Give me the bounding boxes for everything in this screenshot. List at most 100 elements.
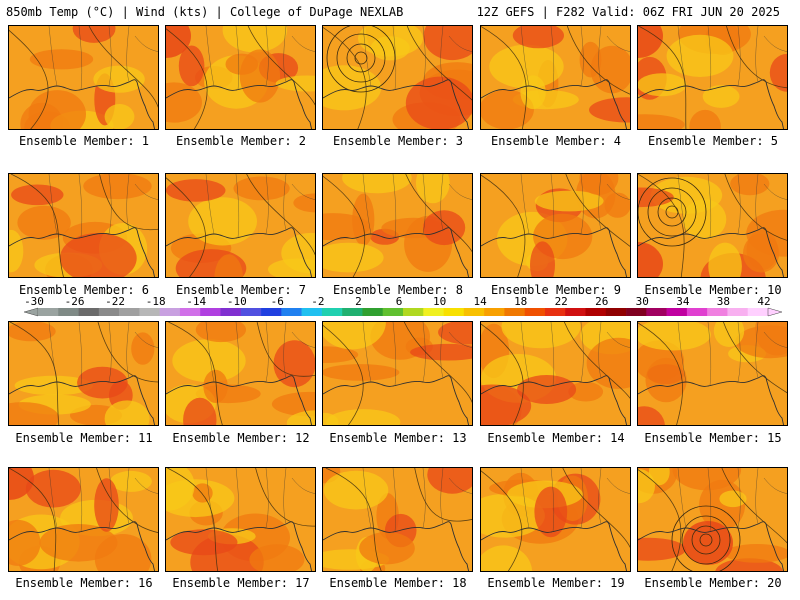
- state-boundary: [677, 26, 687, 87]
- ensemble-member-map: [637, 173, 788, 278]
- state-boundary: [737, 468, 741, 529]
- temperature-blob: [534, 190, 604, 212]
- coastline: [166, 375, 313, 425]
- temperature-blob: [166, 179, 226, 202]
- height-contour: [481, 468, 630, 571]
- colorbar-swatch: [565, 308, 586, 316]
- temperature-blob: [77, 366, 128, 399]
- ensemble-member-map: [8, 467, 159, 572]
- state-boundary: [283, 174, 287, 231]
- ensemble-member-map: [480, 467, 631, 572]
- state-boundary: [422, 322, 426, 383]
- height-contour: [481, 174, 630, 277]
- temperature-field: [481, 26, 630, 129]
- coastline: [323, 227, 470, 277]
- state-boundary: [606, 331, 630, 348]
- temperature-blob: [517, 375, 577, 404]
- temperature-blob: [9, 322, 56, 342]
- state-boundary: [755, 322, 759, 379]
- temperature-field: [638, 468, 787, 571]
- colorbar-swatch: [484, 308, 505, 316]
- state-boundary: [108, 174, 112, 235]
- temperature-field: [481, 322, 630, 425]
- height-contour: [167, 468, 315, 571]
- state-boundary: [550, 174, 555, 239]
- state-boundary: [392, 468, 397, 533]
- state-boundary: [520, 174, 530, 235]
- temperature-blob: [579, 174, 619, 195]
- temperature-blob: [638, 187, 674, 208]
- state-boundary: [134, 331, 158, 348]
- temperature-blob: [638, 73, 687, 97]
- coastline: [481, 375, 628, 425]
- ensemble-member-label: Ensemble Member: 13: [329, 431, 467, 445]
- colorbar-swatch: [626, 308, 647, 316]
- colorbar-tick-label: -22: [105, 296, 125, 308]
- state-boundary: [392, 174, 397, 239]
- state-boundary: [235, 26, 240, 91]
- coastline: [9, 227, 156, 277]
- colorbar-swatch: [666, 308, 688, 316]
- temperature-field: [323, 468, 472, 571]
- colorbar-tick-label: 42: [757, 296, 770, 308]
- ensemble-member-label: Ensemble Member: 17: [172, 576, 310, 590]
- height-contour: [166, 174, 315, 277]
- height-contour: [323, 322, 472, 425]
- colorbar-swatch: [443, 308, 465, 316]
- state-boundary: [108, 468, 112, 529]
- state-boundary: [283, 26, 287, 83]
- ensemble-member-label: Ensemble Member: 4: [490, 134, 622, 148]
- temperature-blob: [17, 205, 71, 240]
- colorbar-swatch: [179, 308, 201, 316]
- state-boundary: [265, 468, 269, 529]
- coastline: [481, 227, 628, 277]
- colorbar-tick-label: -6: [271, 296, 284, 308]
- state-boundary: [440, 468, 444, 525]
- state-boundary: [205, 174, 215, 235]
- ensemble-member-label: Ensemble Member: 9: [490, 283, 622, 297]
- state-boundary: [362, 174, 372, 235]
- state-boundary: [520, 26, 530, 87]
- temperature-field: [166, 322, 315, 425]
- colorbar-swatch: [342, 308, 363, 316]
- colorbar-tick-label: 14: [473, 296, 487, 308]
- colorbar-tick-label: 34: [676, 296, 690, 308]
- state-boundary: [48, 468, 58, 529]
- colorbar-swatch: [119, 308, 140, 316]
- colorbar-swatch: [504, 308, 525, 316]
- state-boundary: [291, 35, 315, 52]
- state-boundary: [134, 35, 158, 52]
- colorbar-swatch: [423, 308, 444, 316]
- colorbar-swatch: [281, 308, 302, 316]
- state-boundary: [362, 26, 372, 87]
- state-boundary: [606, 35, 630, 52]
- closed-low-contour: [681, 515, 731, 565]
- colorbar-min-arrow: [23, 307, 39, 317]
- ensemble-member-label: Ensemble Member: 3: [332, 134, 464, 148]
- coastline: [323, 79, 470, 129]
- temperature-blob: [104, 400, 150, 425]
- temperature-hotspot: [683, 521, 733, 565]
- closed-low-contour: [638, 177, 707, 247]
- temperature-blob: [489, 44, 564, 89]
- state-boundary: [580, 468, 584, 529]
- temperature-blob: [166, 468, 195, 511]
- temperature-blob: [323, 346, 359, 363]
- ensemble-member-label: Ensemble Member: 8: [332, 283, 464, 297]
- ensemble-member-map: [8, 25, 159, 130]
- temperature-blob: [104, 104, 135, 129]
- ensemble-member-label: Ensemble Member: 15: [644, 431, 782, 445]
- colorbar-tick-label: -18: [146, 296, 166, 308]
- colorbar-swatch: [707, 308, 728, 316]
- state-boundary: [550, 26, 555, 91]
- closed-low-contour: [346, 43, 376, 73]
- state-boundary: [362, 322, 372, 383]
- temperature-field: [638, 322, 787, 425]
- closed-low-contour: [336, 33, 386, 83]
- closed-low-contour: [326, 26, 396, 93]
- temperature-blob: [724, 544, 787, 563]
- state-boundary: [520, 468, 530, 529]
- ensemble-member-map: [8, 321, 159, 426]
- temperature-field: [166, 26, 315, 129]
- state-boundary: [707, 322, 712, 387]
